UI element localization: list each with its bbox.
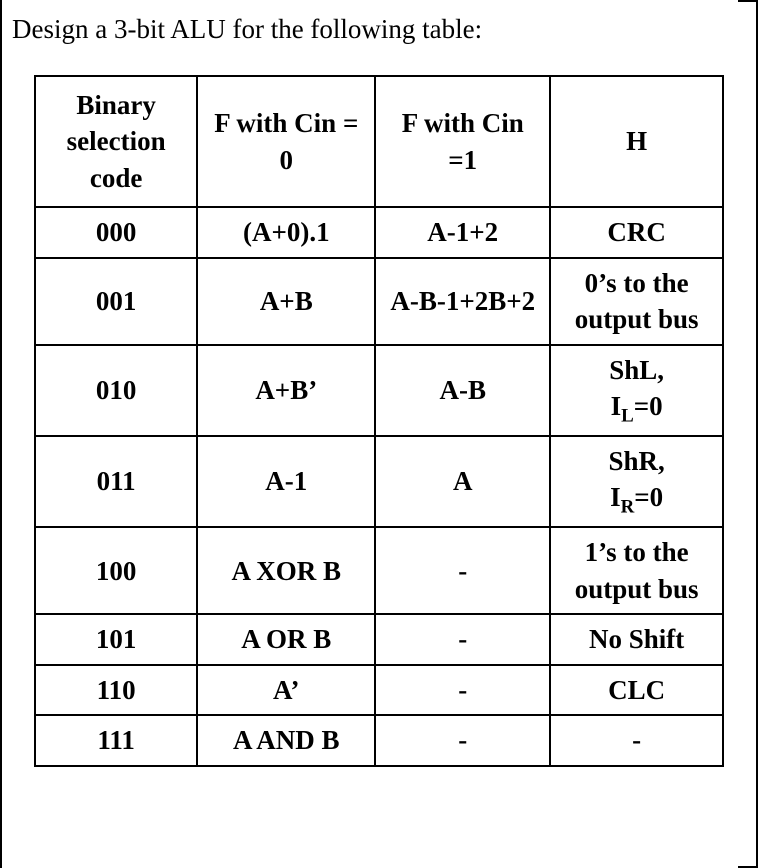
cell-c2: (A+0).1 — [197, 207, 375, 257]
table-row: 111A AND B-- — [35, 715, 723, 765]
cell-c1: 101 — [35, 614, 197, 664]
table-body: 000(A+0).1A-1+2CRC001A+BA-B-1+2B+20’s to… — [35, 207, 723, 765]
table-row: 101A OR B-No Shift — [35, 614, 723, 664]
cell-c3: - — [375, 614, 550, 664]
table-row: 010A+B’A-BShL,IL=0 — [35, 345, 723, 436]
table-row: 100A XOR B-1’s to the output bus — [35, 527, 723, 614]
cell-c2: A+B’ — [197, 345, 375, 436]
cell-c4: CRC — [550, 207, 723, 257]
cell-c1: 110 — [35, 665, 197, 715]
cell-c1: 111 — [35, 715, 197, 765]
cell-c1: 000 — [35, 207, 197, 257]
cell-c4: ShL,IL=0 — [550, 345, 723, 436]
col-f-cin-0: F with Cin = 0 — [197, 76, 375, 207]
cell-c4: No Shift — [550, 614, 723, 664]
border-stub-top — [738, 0, 756, 2]
cell-c3: A-1+2 — [375, 207, 550, 257]
table-row: 110A’-CLC — [35, 665, 723, 715]
col-binary-selection: Binary selection code — [35, 76, 197, 207]
cell-c4: CLC — [550, 665, 723, 715]
cell-c4: 0’s to the output bus — [550, 258, 723, 345]
cell-c2: A OR B — [197, 614, 375, 664]
cell-c1: 011 — [35, 436, 197, 527]
cell-c2: A+B — [197, 258, 375, 345]
col-h: H — [550, 76, 723, 207]
cell-c3: - — [375, 665, 550, 715]
cell-c1: 100 — [35, 527, 197, 614]
cell-c4: 1’s to the output bus — [550, 527, 723, 614]
page: Design a 3-bit ALU for the following tab… — [0, 0, 758, 868]
cell-c3: A-B-1+2B+2 — [375, 258, 550, 345]
cell-c1: 010 — [35, 345, 197, 436]
cell-c3: - — [375, 527, 550, 614]
table-row: 011A-1AShR,IR=0 — [35, 436, 723, 527]
cell-c2: A’ — [197, 665, 375, 715]
cell-c2: A AND B — [197, 715, 375, 765]
table-row: 001A+BA-B-1+2B+20’s to the output bus — [35, 258, 723, 345]
cell-c1: 001 — [35, 258, 197, 345]
table-row: 000(A+0).1A-1+2CRC — [35, 207, 723, 257]
cell-c3: - — [375, 715, 550, 765]
header-row: Binary selection code F with Cin = 0 F w… — [35, 76, 723, 207]
alu-table: Binary selection code F with Cin = 0 F w… — [34, 75, 724, 767]
cell-c3: A-B — [375, 345, 550, 436]
col-f-cin-1: F with Cin =1 — [375, 76, 550, 207]
page-title: Design a 3-bit ALU for the following tab… — [12, 14, 736, 45]
cell-c3: A — [375, 436, 550, 527]
cell-c4: ShR,IR=0 — [550, 436, 723, 527]
cell-c2: A XOR B — [197, 527, 375, 614]
cell-c2: A-1 — [197, 436, 375, 527]
cell-c4: - — [550, 715, 723, 765]
